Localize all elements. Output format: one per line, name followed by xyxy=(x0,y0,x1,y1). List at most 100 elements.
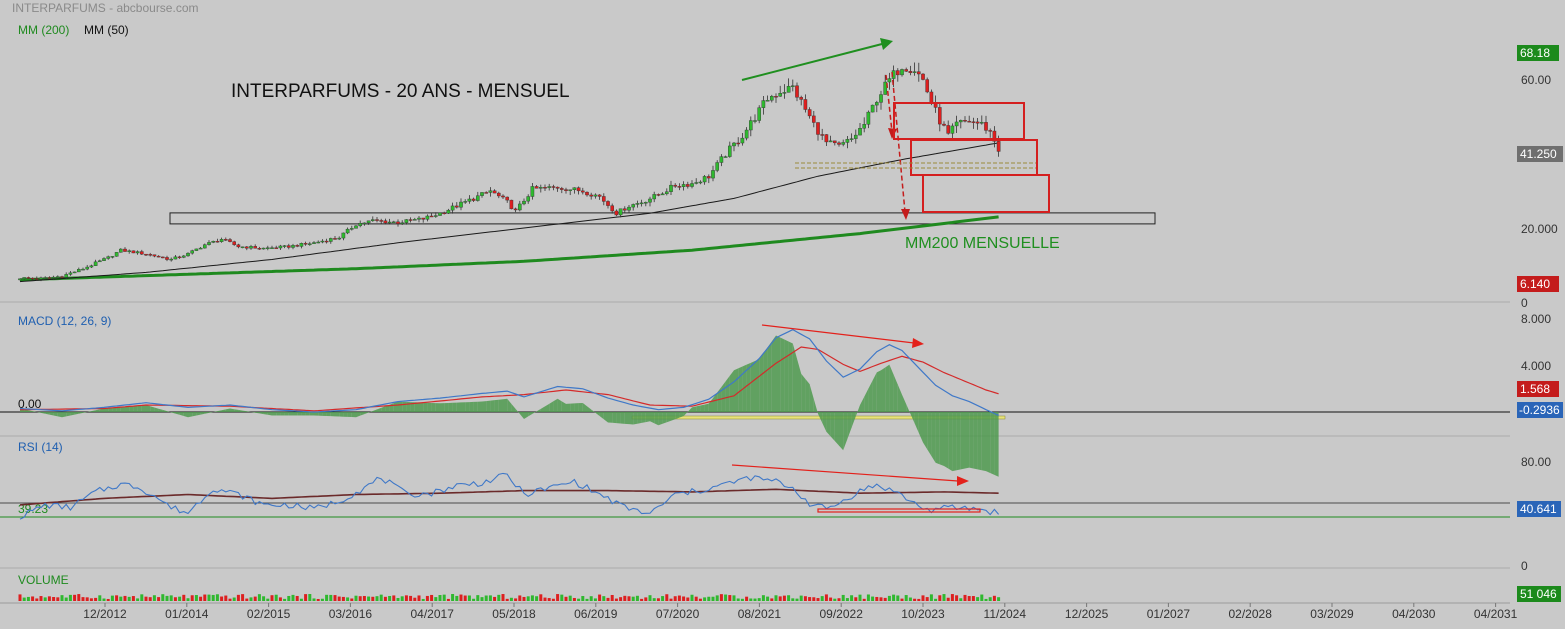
volume-bar xyxy=(560,594,564,601)
macd-histogram-area xyxy=(494,399,499,412)
rsi-path xyxy=(19,472,1000,520)
macd-histogram-area xyxy=(637,412,642,424)
volume-bar xyxy=(64,597,68,601)
target-box-3 xyxy=(922,174,1050,213)
macd-histogram-area xyxy=(255,412,260,414)
candle-body xyxy=(686,184,690,187)
candle-body xyxy=(471,198,476,201)
candle-body xyxy=(585,191,589,196)
volume-bar xyxy=(467,595,471,601)
candle-body xyxy=(282,245,287,247)
macd-histogram-area xyxy=(213,411,218,412)
volume-bar xyxy=(652,598,656,601)
x-axis-label: 03/2029 xyxy=(1310,607,1354,621)
candle-body xyxy=(929,91,934,104)
macd-histogram-area xyxy=(944,412,949,469)
candle-body xyxy=(236,244,241,248)
candle-body xyxy=(123,248,127,252)
volume-bar xyxy=(690,594,694,601)
macd-histogram-area xyxy=(549,401,554,412)
candle-body xyxy=(518,203,522,211)
macd-path xyxy=(19,328,999,416)
candle-body xyxy=(946,125,950,134)
volume-bar xyxy=(782,595,786,601)
candle-body xyxy=(765,100,770,102)
macd-histogram-area xyxy=(918,412,923,443)
volume-bar xyxy=(190,595,194,601)
macd-histogram-area xyxy=(629,412,634,425)
macd-histogram-area xyxy=(179,412,184,417)
x-axis-label: 02/2015 xyxy=(247,607,291,621)
macd-histogram-area xyxy=(402,401,407,412)
macd-histogram-area xyxy=(238,409,243,412)
rsi-badge-text: 40.641 xyxy=(1520,502,1557,516)
candle-body xyxy=(543,187,547,189)
volume-bar xyxy=(740,598,744,601)
candle-body xyxy=(312,242,316,244)
candle-body xyxy=(715,162,719,171)
macd-histogram-area xyxy=(133,405,138,412)
volume-bar xyxy=(791,598,795,601)
candle-body xyxy=(417,217,421,220)
volume-bar xyxy=(803,596,807,601)
volume-bar xyxy=(472,598,476,601)
candlestick-series xyxy=(18,62,1001,282)
volume-bar xyxy=(824,594,828,601)
price-axis-label-20: 20.000 xyxy=(1521,222,1558,236)
candle-body xyxy=(644,202,648,204)
macd-histogram-area xyxy=(326,412,331,417)
candle-body xyxy=(484,192,489,194)
volume-bar xyxy=(736,598,740,601)
volume-bar xyxy=(610,594,614,601)
volume-bar xyxy=(833,598,837,601)
candle-body xyxy=(463,201,468,203)
macd-histogram-area xyxy=(881,367,886,412)
x-axis-label: 01/2027 xyxy=(1147,607,1191,621)
macd-histogram-area xyxy=(435,403,440,412)
rsi-average-line xyxy=(19,488,999,506)
volume-bar xyxy=(413,597,417,601)
volume-bar xyxy=(115,595,119,601)
macd-histogram-area xyxy=(578,402,583,412)
candle-body xyxy=(181,255,186,258)
macd-histogram-area xyxy=(318,412,323,416)
candle-body xyxy=(917,71,921,75)
macd-histogram-area xyxy=(624,412,629,425)
volume-bar xyxy=(329,594,333,601)
candle-body xyxy=(875,102,879,106)
volume-bar xyxy=(673,596,677,601)
macd-histogram-area xyxy=(603,412,608,423)
macd-histogram-area xyxy=(49,412,54,416)
volume-bar xyxy=(766,596,770,601)
macd-histogram-area xyxy=(301,412,306,416)
volume-bar xyxy=(417,595,421,601)
macd-histogram-area xyxy=(868,380,873,412)
macd-divergence-arrow-head xyxy=(912,338,924,348)
macd-histogram-area xyxy=(125,406,130,412)
volume-bar xyxy=(480,597,484,601)
candle-body xyxy=(118,248,123,253)
macd-histogram-area xyxy=(696,405,701,412)
volume-bar xyxy=(518,595,522,601)
ma50-line xyxy=(19,142,999,283)
candle-body xyxy=(568,189,572,191)
candle-body xyxy=(757,107,761,121)
volume-bar xyxy=(698,598,702,601)
macd-histogram-area xyxy=(66,412,71,417)
volume-bar xyxy=(232,597,236,601)
macd-value-badge-text: -0.2936 xyxy=(1519,403,1560,417)
ma200-annotation: MM200 MENSUELLE xyxy=(905,235,1060,252)
volume-bar xyxy=(308,594,312,601)
volume-bar xyxy=(270,595,274,601)
candle-body xyxy=(345,228,350,234)
macd-histogram-area xyxy=(259,412,264,415)
volume-bar xyxy=(169,595,173,601)
candle-body xyxy=(47,277,52,279)
volume-bar xyxy=(799,595,803,601)
price-last-badge-text: 41.250 xyxy=(1520,147,1557,161)
macd-histogram-area xyxy=(687,407,692,412)
macd-histogram-area xyxy=(532,411,537,414)
macd-histogram-area xyxy=(540,406,545,412)
macd-histogram-area xyxy=(872,372,877,412)
volume-bar xyxy=(68,594,72,601)
